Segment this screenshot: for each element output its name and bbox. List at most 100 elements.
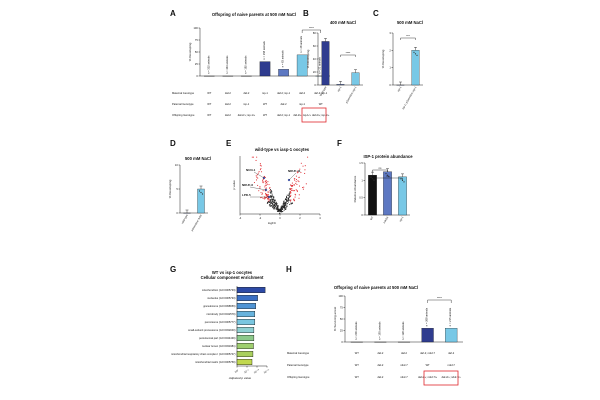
volcano-point bbox=[269, 195, 271, 197]
volcano-point bbox=[280, 210, 282, 212]
volcano-point bbox=[260, 165, 262, 167]
point-label: NDUF-11 bbox=[288, 169, 301, 173]
volcano-point bbox=[259, 163, 261, 165]
point-label: LPD-5 bbox=[242, 193, 251, 197]
volcano-point bbox=[280, 207, 282, 210]
x-tick-label: 10⁻¹⁰ bbox=[253, 367, 261, 374]
volcano-point bbox=[276, 210, 279, 212]
genotype-cell: WT bbox=[207, 113, 211, 117]
bar bbox=[411, 50, 420, 86]
volcano-point bbox=[290, 191, 292, 193]
volcano-point bbox=[269, 204, 271, 206]
volcano-point bbox=[270, 205, 272, 207]
data-point bbox=[413, 51, 415, 53]
volcano-point bbox=[294, 178, 296, 180]
volcano-point bbox=[252, 156, 254, 158]
x-tick-label: wild-type bbox=[180, 213, 189, 224]
volcano-point bbox=[284, 204, 286, 206]
bar-n-annotation: n = 158 animals bbox=[262, 41, 266, 60]
genotype-cell: nduf-7 bbox=[400, 375, 408, 379]
volcano-point bbox=[276, 203, 278, 205]
volcano-point bbox=[271, 202, 273, 204]
bar bbox=[296, 54, 308, 77]
volcano-point bbox=[253, 181, 255, 184]
genotype-cell: WT bbox=[319, 102, 323, 106]
volcano-point bbox=[298, 194, 300, 196]
volcano-point bbox=[299, 168, 301, 170]
panel-g-label: G bbox=[170, 265, 176, 274]
y-tick-label: 40 bbox=[313, 57, 316, 61]
volcano-point bbox=[257, 184, 259, 186]
genotype-cell: daf-2 bbox=[299, 91, 305, 95]
data-point bbox=[373, 179, 375, 181]
volcano-point bbox=[297, 170, 299, 172]
data-point bbox=[400, 178, 402, 180]
volcano-point bbox=[277, 206, 279, 208]
volcano-point bbox=[298, 176, 300, 178]
panel-a-highlight-box bbox=[301, 107, 327, 123]
volcano-point bbox=[289, 190, 291, 192]
volcano-point bbox=[304, 169, 306, 171]
volcano-point bbox=[297, 180, 299, 182]
volcano-point bbox=[256, 156, 258, 158]
bar bbox=[236, 303, 256, 310]
y-tick-label: 5 bbox=[176, 187, 178, 191]
volcano-point bbox=[260, 171, 263, 173]
panel-a-row-maternal: Maternal Genotype bbox=[172, 91, 195, 95]
x-tick-label: 10⁻¹⁵ bbox=[263, 368, 270, 375]
volcano-point bbox=[268, 202, 270, 204]
data-point bbox=[370, 176, 372, 178]
volcano-point bbox=[295, 175, 297, 177]
significance-bracket bbox=[372, 177, 403, 180]
panel-c: C 500 mM NaCl 0 1 2 3 % Developing isp-1 isp-1… bbox=[373, 9, 423, 110]
x-tick-label: 0 bbox=[279, 216, 281, 220]
category-label: peroxisome (GO:0005777) bbox=[205, 320, 236, 324]
y-tick-label: 75 bbox=[340, 306, 343, 310]
y-tick-label: 2 bbox=[389, 48, 391, 52]
volcano-point bbox=[260, 168, 262, 170]
volcano-point bbox=[272, 198, 274, 200]
panel-h-highlight-box bbox=[423, 370, 459, 386]
bar-n-annotation: n = 193 animals bbox=[377, 321, 381, 340]
volcano-point bbox=[262, 180, 264, 182]
significance-bracket bbox=[400, 37, 416, 40]
y-tick-label: 100 bbox=[193, 26, 198, 30]
y-tick-label: 60 bbox=[313, 44, 316, 48]
panel-g-title-1: WT vs isp-1 oocytes bbox=[212, 270, 253, 275]
volcano-point bbox=[288, 193, 290, 195]
volcano-point bbox=[270, 199, 272, 201]
volcano-point bbox=[279, 212, 281, 214]
volcano-point bbox=[295, 181, 297, 183]
volcano-point bbox=[261, 193, 263, 195]
volcano-point bbox=[262, 197, 264, 199]
bar-n-annotation: n = 268 animals bbox=[425, 307, 429, 326]
volcano-point bbox=[266, 194, 268, 196]
volcano-point bbox=[293, 198, 295, 200]
volcano-point bbox=[302, 188, 304, 190]
panel-e: E wild-type vs iasp-1 oocytes -4 -2 0 2 4 log… bbox=[226, 139, 321, 225]
volcano-point bbox=[286, 206, 288, 208]
volcano-point bbox=[295, 178, 297, 181]
y-tick-label: 1 bbox=[361, 178, 363, 182]
category-label: granulocome (GO:0098656) bbox=[203, 304, 235, 308]
bar-n-annotation: n = 209 animals bbox=[354, 321, 358, 340]
bar bbox=[236, 327, 255, 334]
volcano-point bbox=[286, 194, 288, 196]
volcano-point bbox=[255, 159, 257, 162]
volcano-point bbox=[271, 191, 273, 193]
y-tick-label: 0 bbox=[361, 213, 363, 217]
x-tick-label: Wild-type bbox=[318, 85, 327, 97]
genotype-cell: daf-2 bbox=[225, 102, 231, 106]
bar-n-annotation: n = 21 animals bbox=[318, 56, 322, 74]
volcano-point bbox=[270, 197, 272, 199]
volcano-point bbox=[289, 203, 291, 205]
point-label: NUO-1 bbox=[246, 168, 256, 172]
volcano-point bbox=[269, 191, 271, 193]
volcano-point bbox=[282, 203, 284, 205]
bar bbox=[236, 351, 254, 358]
genotype-cell: WT bbox=[263, 102, 267, 106]
genotype-cell: isp-1 bbox=[262, 91, 268, 95]
volcano-point bbox=[293, 199, 295, 201]
x-tick-label: 4 bbox=[319, 216, 321, 220]
x-tick-label: -2 bbox=[259, 216, 262, 220]
